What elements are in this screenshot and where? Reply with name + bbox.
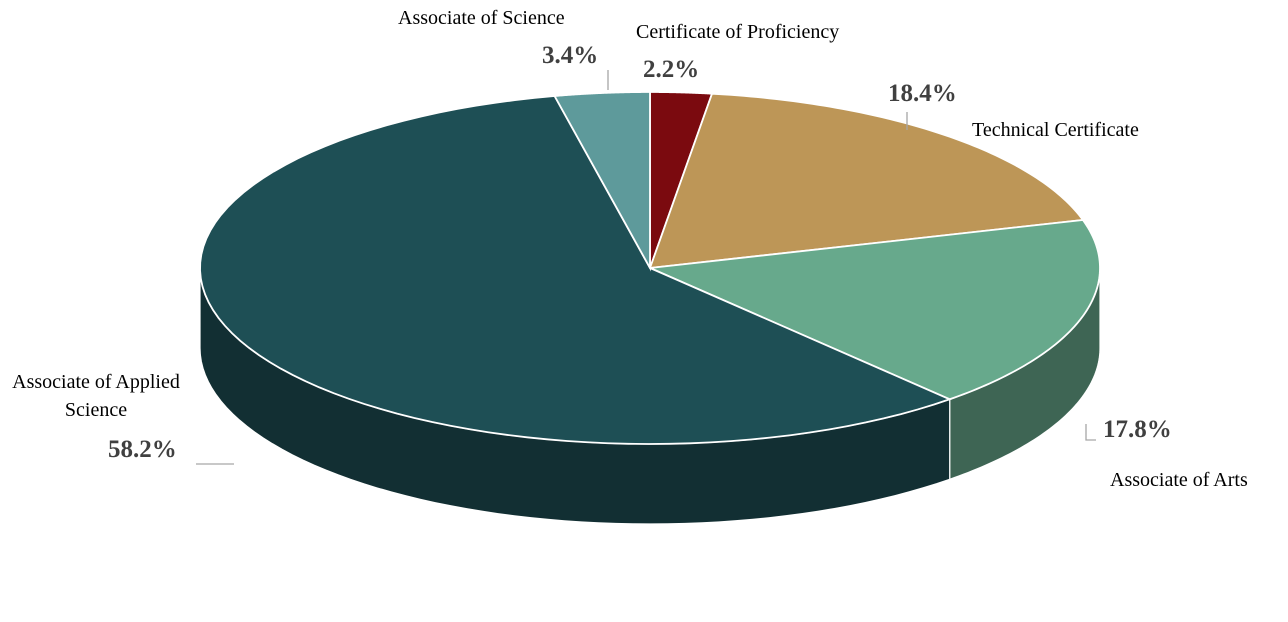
slice (199, 95, 953, 445)
slice (646, 219, 1101, 401)
value-label: 2.2% (643, 56, 700, 83)
leader-line (1085, 424, 1096, 441)
slice (648, 92, 1085, 270)
category-label: Certificate of Proficiency (636, 21, 840, 43)
slice (553, 91, 651, 272)
value-label: 17.8% (1103, 416, 1172, 443)
value-label: 18.4% (888, 80, 957, 107)
category-label: Associate of Arts (1110, 469, 1248, 491)
value-label: 58.2% (108, 436, 177, 463)
category-label: Technical Certificate (972, 119, 1139, 141)
category-label: Associate of Applied Science (12, 371, 180, 421)
value-label: 3.4% (542, 42, 599, 69)
category-label: Associate of Science (398, 7, 565, 29)
